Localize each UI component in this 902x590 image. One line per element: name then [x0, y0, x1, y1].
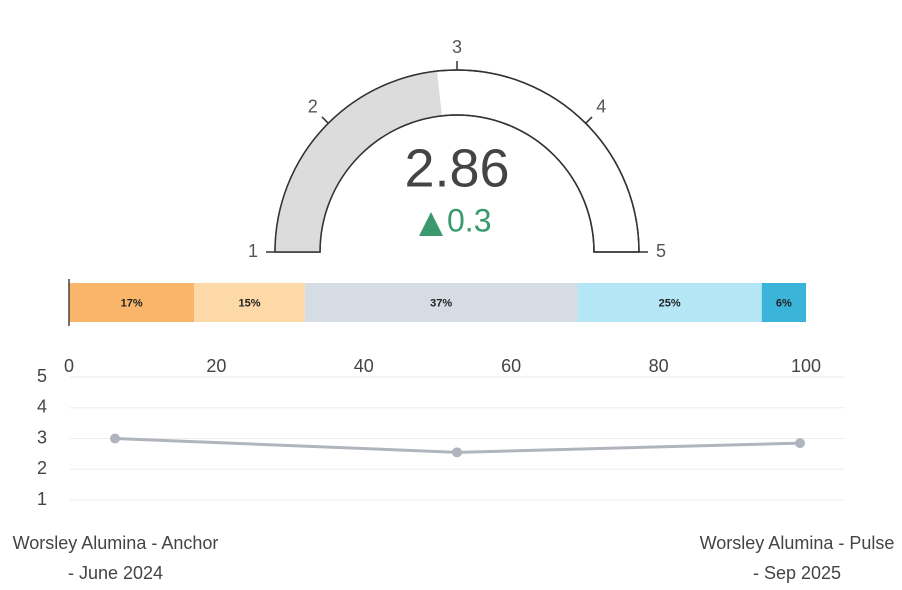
y-tick-label: 3 — [37, 427, 47, 447]
gauge-delta: 0.3 — [447, 202, 491, 238]
bar-label: 37% — [430, 297, 452, 309]
x-category-label: Worsley Alumina - Anchor - June 2024 — [12, 533, 219, 583]
y-tick-label: 2 — [37, 458, 47, 478]
gauge-tick-label: 4 — [596, 97, 606, 117]
line-point — [452, 447, 462, 458]
gauge-outline — [274, 69, 640, 253]
bar-label: 17% — [121, 297, 143, 309]
bar-segment — [194, 283, 305, 322]
line-point — [110, 433, 120, 444]
gauge-tick-label: 3 — [452, 37, 462, 57]
x-tick-label: 40 — [354, 356, 374, 376]
gauge-tick-label: 1 — [248, 241, 258, 261]
bar-label: 6% — [776, 297, 792, 309]
bar-label: 25% — [659, 297, 681, 309]
line-point — [795, 438, 805, 449]
x-tick-label: 60 — [501, 356, 521, 376]
x-tick-label: 80 — [649, 356, 669, 376]
gauge-tick-label: 5 — [656, 241, 666, 261]
x-tick-label: 20 — [206, 356, 226, 376]
bar-segment — [69, 283, 195, 322]
y-tick-label: 5 — [37, 366, 47, 386]
gauge-tick — [585, 116, 593, 124]
gauge-tick — [321, 116, 329, 124]
gauge-tick-label: 2 — [308, 97, 318, 117]
y-tick-label: 4 — [37, 397, 47, 417]
gauge-value: 2.86 — [404, 138, 509, 198]
bar-label: 15% — [239, 297, 261, 309]
x-tick-label: 100 — [791, 356, 821, 376]
gauge-fill — [275, 71, 442, 252]
delta-arrow — [419, 212, 443, 236]
bar-segment — [304, 283, 578, 322]
bar-segment — [761, 283, 806, 322]
x-tick-label: 0 — [64, 356, 74, 376]
bar-segment — [577, 283, 762, 322]
y-tick-label: 1 — [37, 489, 47, 509]
x-category-label: Worsley Alumina - Pulse - Sep 2025 — [699, 533, 895, 583]
